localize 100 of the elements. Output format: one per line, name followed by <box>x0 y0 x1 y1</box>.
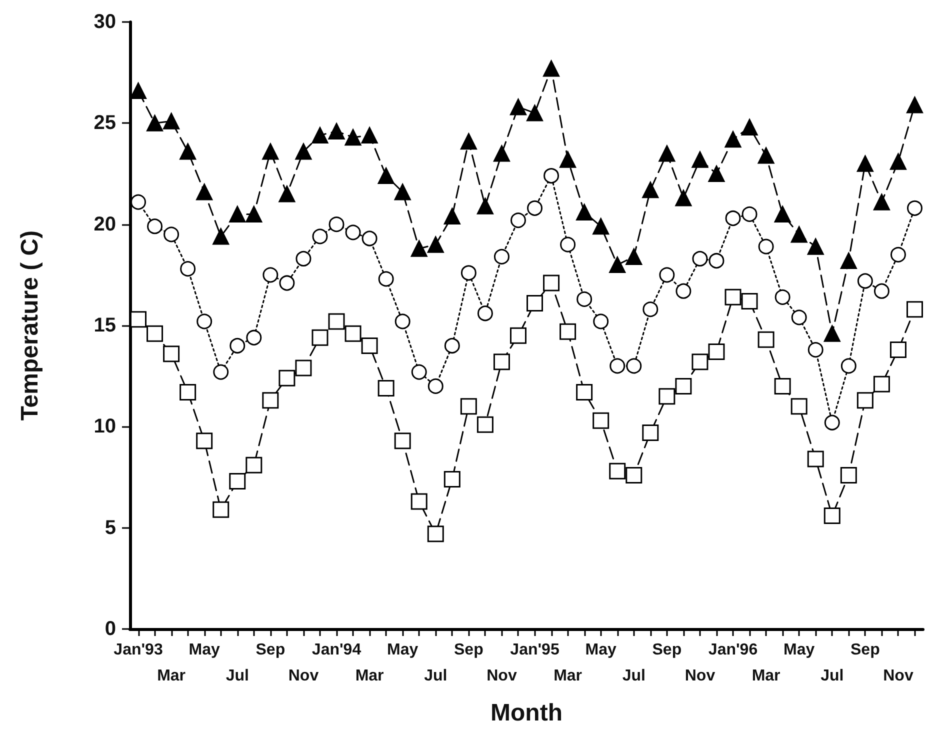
point <box>147 218 163 234</box>
x-tick-label: Nov <box>288 668 319 684</box>
point <box>361 337 378 354</box>
point <box>130 311 147 328</box>
point <box>526 104 544 122</box>
point <box>576 204 593 220</box>
point <box>246 456 262 474</box>
x-tick-label: Jul <box>226 668 249 684</box>
point <box>345 224 361 240</box>
point <box>576 384 593 401</box>
y-axis-title: Temperature ( C) <box>16 230 44 421</box>
point <box>296 250 312 266</box>
point <box>790 226 808 243</box>
x-tick-label: Jan'96 <box>708 642 758 658</box>
point <box>708 253 724 268</box>
point <box>840 466 857 484</box>
y-tick-label: 30 <box>94 11 116 33</box>
point <box>246 206 262 222</box>
point <box>642 302 658 318</box>
point <box>130 82 147 100</box>
point <box>874 283 890 299</box>
x-tick-label: May <box>784 642 815 658</box>
point <box>807 238 824 255</box>
x-tick-label: Mar <box>752 668 780 684</box>
point <box>328 123 345 140</box>
point <box>890 153 906 170</box>
point <box>807 450 824 468</box>
point <box>427 526 444 542</box>
point <box>906 301 923 318</box>
point <box>164 226 180 242</box>
point <box>229 206 246 222</box>
point <box>824 325 840 342</box>
point <box>196 432 213 450</box>
point <box>262 267 278 283</box>
point <box>494 248 510 264</box>
point <box>676 283 692 299</box>
point <box>610 358 626 374</box>
point <box>642 182 659 198</box>
point <box>394 314 410 330</box>
point <box>741 292 758 310</box>
point <box>229 473 246 490</box>
point <box>626 248 642 265</box>
point <box>692 354 708 370</box>
x-tick-label: Jul <box>820 668 844 684</box>
point <box>560 151 576 168</box>
point <box>824 414 840 430</box>
point <box>907 200 922 216</box>
point <box>626 358 642 374</box>
y-tick-label: 5 <box>104 516 116 539</box>
point <box>444 471 460 488</box>
point <box>544 168 560 184</box>
point <box>427 236 444 253</box>
y-tick-label: 10 <box>94 416 116 438</box>
point <box>791 310 807 326</box>
x-tick-label: Mar <box>157 668 186 684</box>
point <box>741 118 758 136</box>
x-tick-label: Jan'94 <box>312 642 362 658</box>
point <box>758 147 774 164</box>
point <box>708 344 725 360</box>
point <box>146 114 164 132</box>
point <box>543 274 560 292</box>
point <box>890 246 906 262</box>
point <box>312 329 328 346</box>
point <box>262 392 279 409</box>
point <box>130 194 146 210</box>
point <box>526 294 544 312</box>
point <box>658 388 676 405</box>
point <box>262 143 279 160</box>
point <box>609 462 626 480</box>
point <box>196 314 212 330</box>
x-tick-label: Sep <box>256 642 286 658</box>
point <box>592 218 610 235</box>
x-tick-label: Nov <box>684 668 716 684</box>
point <box>477 306 493 322</box>
point <box>180 384 196 401</box>
point <box>576 291 592 307</box>
point <box>856 155 874 172</box>
x-tick-label: Jul <box>424 668 448 684</box>
x-tick-label: Mar <box>554 668 582 684</box>
point <box>344 325 362 342</box>
point <box>278 370 296 386</box>
point <box>675 378 692 394</box>
point <box>163 346 180 362</box>
x-tick-label: May <box>387 642 418 658</box>
point <box>510 212 526 228</box>
point <box>279 275 295 291</box>
point <box>725 210 741 226</box>
point <box>658 145 676 162</box>
point <box>460 265 476 281</box>
point <box>758 331 774 348</box>
point <box>626 466 642 484</box>
point <box>840 252 857 270</box>
point <box>742 206 758 222</box>
point <box>295 360 312 376</box>
point <box>510 98 526 116</box>
point <box>642 424 659 441</box>
point <box>593 314 609 330</box>
x-tick-label: Mar <box>355 668 384 684</box>
point <box>659 267 675 283</box>
point <box>328 216 344 232</box>
